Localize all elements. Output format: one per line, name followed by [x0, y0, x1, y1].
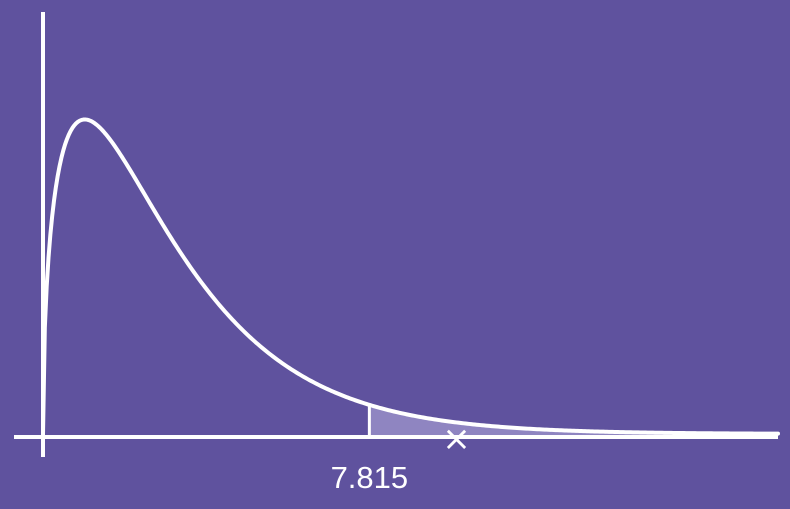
test-statistic-marker: ×: [442, 419, 471, 459]
critical-value-label: 7.815: [331, 460, 409, 495]
right-tail-shaded-area: [369, 404, 778, 437]
density-curve: [41, 117, 780, 436]
